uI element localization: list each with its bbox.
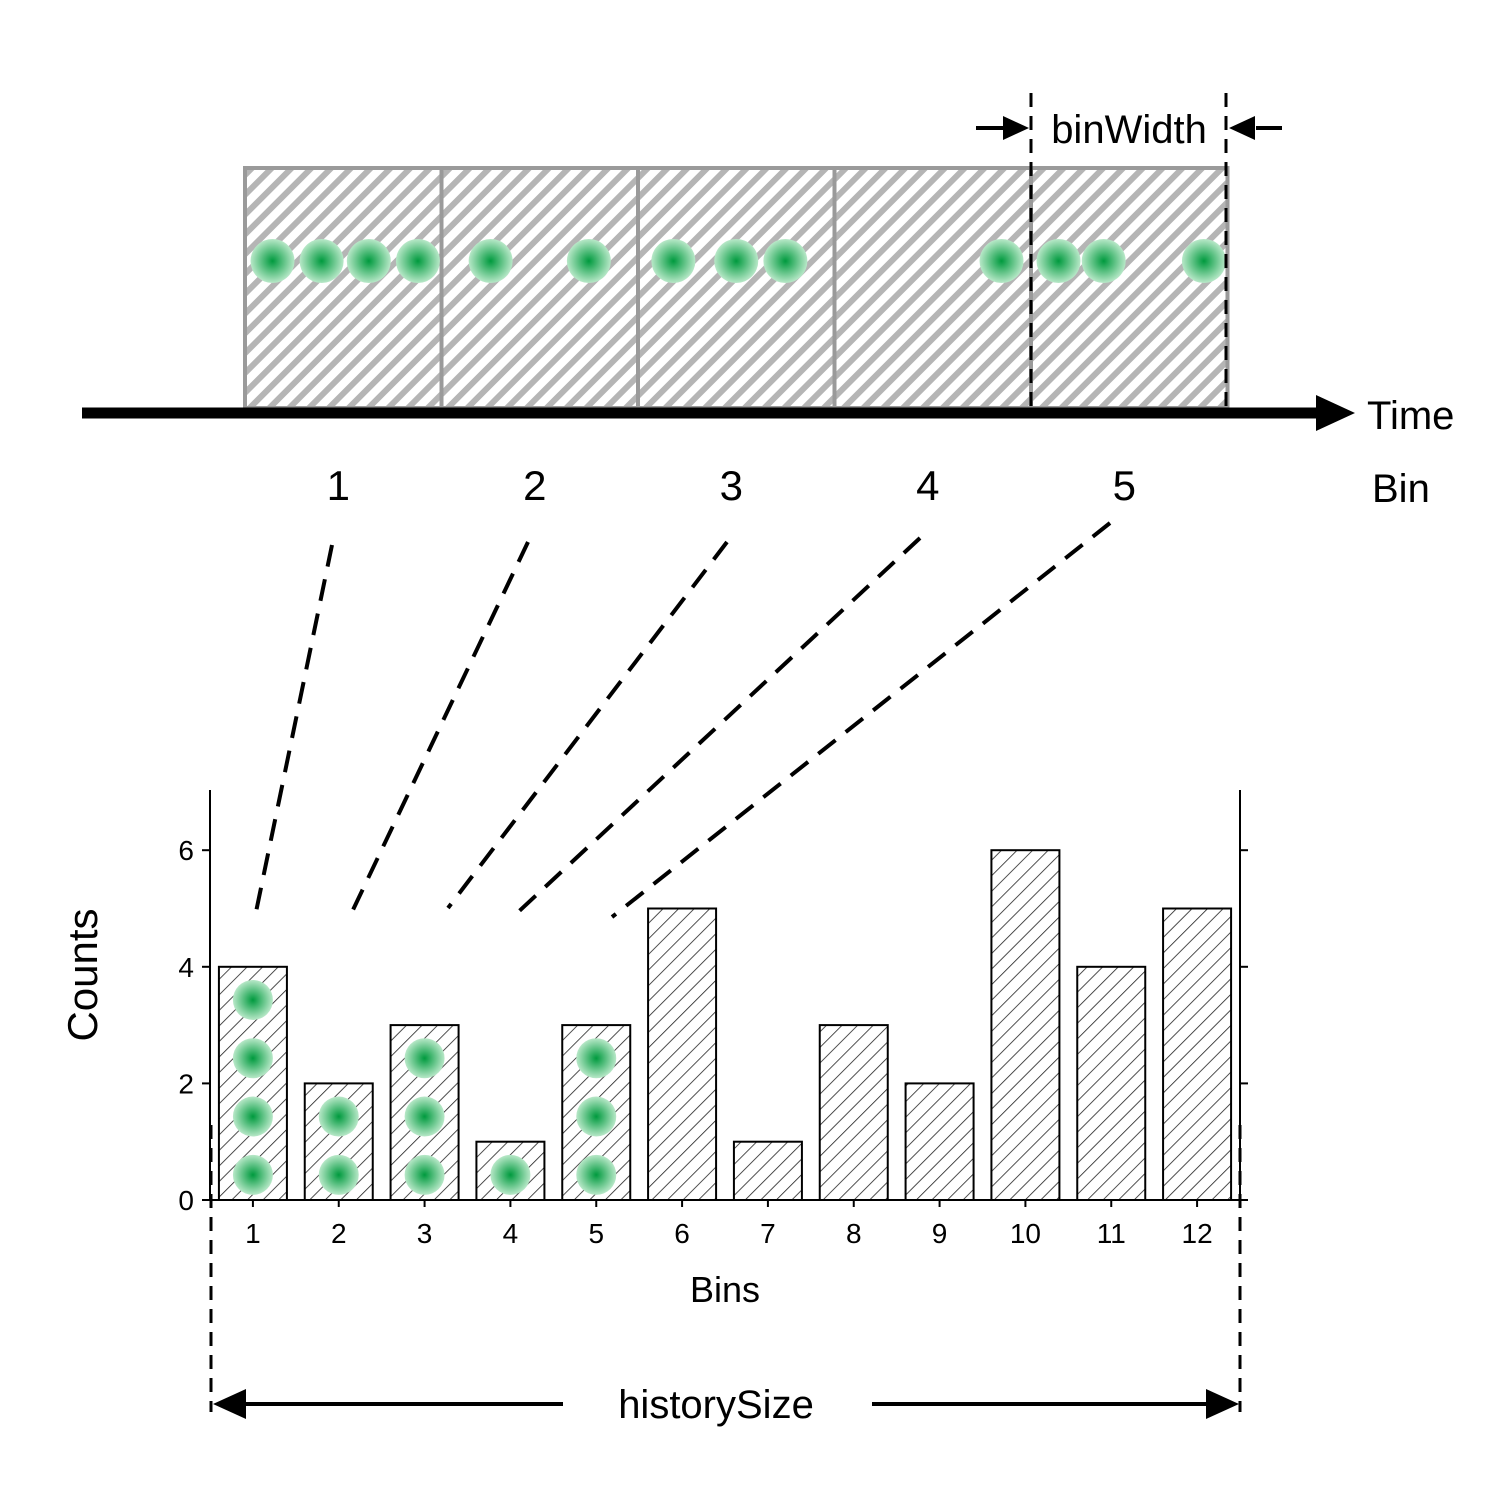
x-tick-label-4: 4 <box>503 1218 519 1249</box>
history-size-label: historySize <box>618 1383 814 1427</box>
histogram-x-ticks: 1 2 3 4 5 6 7 8 9 10 11 12 <box>245 1200 1213 1249</box>
x-tick-label-2: 2 <box>331 1218 347 1249</box>
y-tick-label-2: 2 <box>178 1068 194 1099</box>
y-tick-label-4: 4 <box>178 952 194 983</box>
timeline-bin-3 <box>636 166 837 410</box>
time-axis-label: Time <box>1367 394 1454 438</box>
event-dot <box>651 239 696 283</box>
x-tick-label-12: 12 <box>1182 1218 1213 1249</box>
timeline-bin-label-1: 1 <box>327 462 350 509</box>
event-dot <box>763 239 808 283</box>
event-dot <box>395 239 440 283</box>
bar-bin-6 <box>647 907 718 1201</box>
timeline-bin-1 <box>243 166 444 410</box>
x-tick-label-3: 3 <box>417 1218 433 1249</box>
event-dot <box>566 239 611 283</box>
bar-event-dot <box>318 1154 359 1195</box>
timeline-bins <box>243 166 1230 410</box>
timeline-bin-label-5: 5 <box>1113 462 1136 509</box>
x-tick-label-5: 5 <box>588 1218 604 1249</box>
bin-row-label: Bin <box>1372 467 1430 511</box>
bar-bin-11 <box>1076 965 1147 1201</box>
bar-bin-7 <box>732 1140 803 1201</box>
histogram-dots <box>232 979 617 1195</box>
connector-bin-4 <box>513 536 922 917</box>
bar-event-dot <box>232 1038 273 1079</box>
x-axis-label: Bins <box>690 1269 760 1310</box>
bar-event-dot <box>404 1038 445 1079</box>
event-dot <box>346 239 391 283</box>
timeline-bin-labels: 1 2 3 4 5 <box>327 462 1136 509</box>
event-dot <box>468 239 513 283</box>
bar-event-dot <box>232 979 273 1020</box>
bin-connectors <box>254 521 1112 919</box>
connector-bin-1 <box>254 544 334 913</box>
y-tick-label-0: 0 <box>178 1185 194 1216</box>
x-tick-label-8: 8 <box>846 1218 862 1249</box>
event-dot <box>1081 239 1126 283</box>
histogram-y-ticks: 0 2 4 6 <box>178 835 1248 1216</box>
bin-width-arrow-left <box>976 116 1029 140</box>
event-dot <box>979 239 1024 283</box>
bar-event-dot <box>404 1096 445 1137</box>
bar-event-dot <box>318 1096 359 1137</box>
timeline-bin-label-2: 2 <box>523 462 546 509</box>
bar-event-dot <box>576 1096 617 1137</box>
bar-bin-10 <box>990 849 1061 1201</box>
bar-event-dot <box>490 1154 531 1195</box>
event-dot <box>250 239 295 283</box>
history-arrow-right <box>872 1389 1239 1419</box>
connector-bin-2 <box>350 541 530 913</box>
history-size-bracket: historySize <box>209 1125 1242 1427</box>
x-tick-label-10: 10 <box>1010 1218 1041 1249</box>
timeline-events <box>250 239 1226 283</box>
history-arrow-left <box>213 1389 563 1419</box>
histogram-bars <box>217 849 1233 1202</box>
bar-event-dot <box>576 1038 617 1079</box>
timeline-bin-label-4: 4 <box>916 462 939 509</box>
connector-bin-5 <box>610 521 1112 919</box>
timeline: binWidth Time 1 2 3 4 5 Bin <box>82 93 1454 511</box>
bar-event-dot <box>576 1154 617 1195</box>
bar-event-dot <box>404 1154 445 1195</box>
timeline-bin-label-3: 3 <box>720 462 743 509</box>
bar-event-dot <box>232 1096 273 1137</box>
bar-event-dot <box>232 1154 273 1195</box>
timeline-bin-2 <box>439 166 640 410</box>
event-dot <box>299 239 344 283</box>
x-tick-label-9: 9 <box>932 1218 948 1249</box>
time-axis <box>82 395 1355 431</box>
timeline-bin-4 <box>832 166 1033 410</box>
event-dot <box>1036 239 1081 283</box>
x-tick-label-11: 11 <box>1097 1218 1126 1249</box>
bar-bin-8 <box>818 1024 889 1201</box>
x-tick-label-1: 1 <box>245 1218 261 1249</box>
event-dot <box>1181 239 1226 283</box>
timeline-bin-5 <box>1029 166 1230 410</box>
y-tick-label-6: 6 <box>178 835 194 866</box>
y-axis-label: Counts <box>59 908 106 1041</box>
x-tick-label-6: 6 <box>674 1218 690 1249</box>
bar-bin-12 <box>1162 907 1233 1201</box>
connector-bin-3 <box>446 540 729 910</box>
bin-width-arrow-right <box>1229 116 1282 140</box>
bar-bin-9 <box>904 1082 975 1202</box>
bin-width-label: binWidth <box>1051 108 1207 152</box>
event-dot <box>714 239 759 283</box>
x-tick-label-7: 7 <box>760 1218 776 1249</box>
